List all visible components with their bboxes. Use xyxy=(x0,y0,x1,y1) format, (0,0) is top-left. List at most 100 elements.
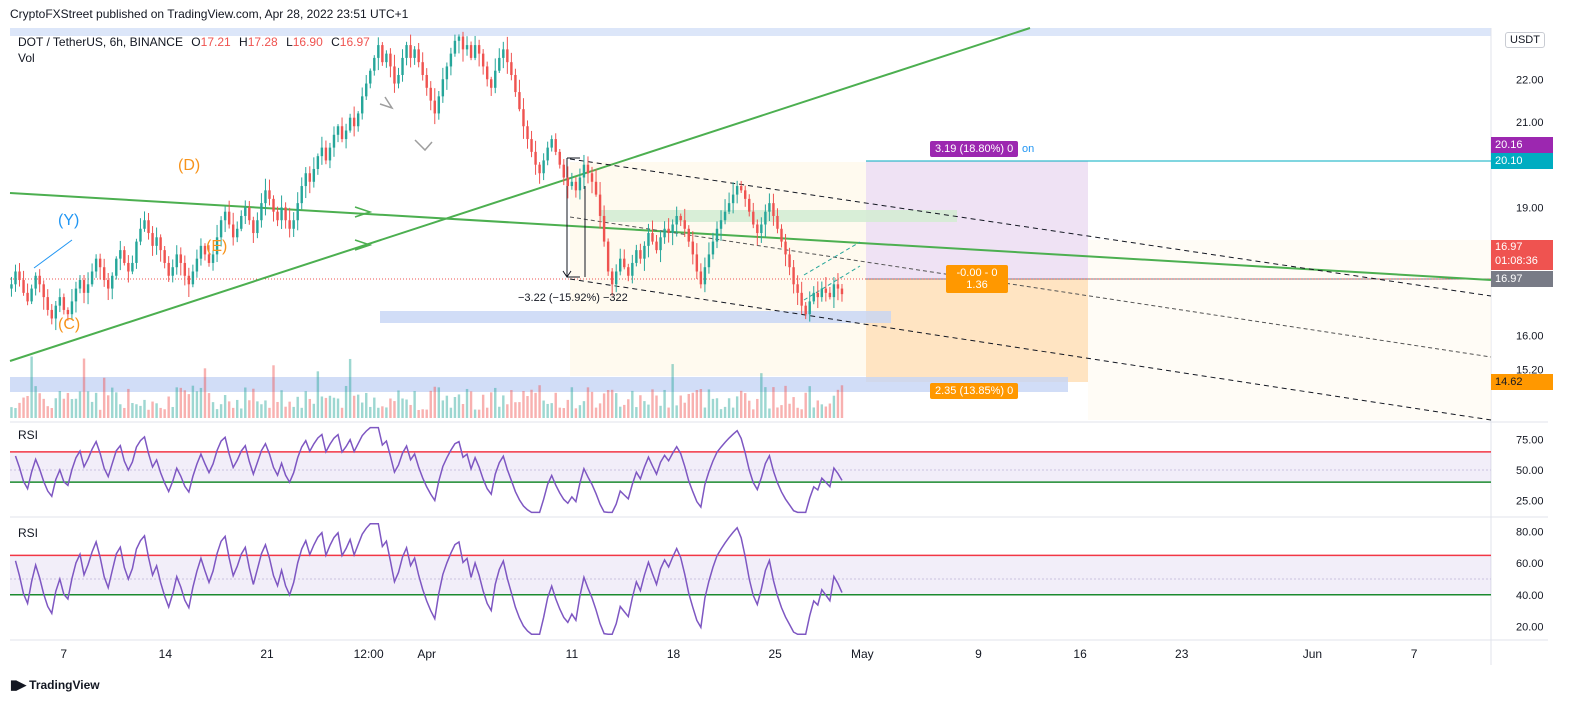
time-tick-label: Jun xyxy=(1303,647,1322,661)
volume-bar xyxy=(635,407,638,418)
volume-bar xyxy=(409,404,412,418)
candle-body xyxy=(26,292,29,302)
tradingview-logo[interactable]: ▮▶ TradingView xyxy=(10,677,100,693)
candle-body xyxy=(50,309,53,319)
candle-body xyxy=(441,79,445,97)
volume-bar xyxy=(824,406,828,418)
candle-body xyxy=(98,258,102,268)
candle-body xyxy=(336,126,340,135)
candle-body xyxy=(663,228,666,238)
candle-body xyxy=(90,271,94,285)
candle-body xyxy=(764,211,767,225)
volume-bar xyxy=(699,389,703,418)
time-tick-label: Apr xyxy=(417,647,436,661)
volume-bar xyxy=(123,407,126,418)
position-center-label[interactable]: -0.00 - 0 1.36 xyxy=(946,265,1008,293)
candle-body xyxy=(699,271,703,285)
volume-bar xyxy=(800,409,803,418)
volume-bar xyxy=(828,403,832,418)
rsi-tick-label: 80.00 xyxy=(1516,527,1544,539)
volume-bar xyxy=(550,403,553,418)
stop-label[interactable]: 2.35 (13.85%) 0 xyxy=(930,383,1019,399)
rsi-tick-label: 25.00 xyxy=(1516,495,1544,507)
candle-body xyxy=(711,241,715,255)
candle-body xyxy=(796,284,799,293)
candle-body xyxy=(191,271,195,285)
volume-bar xyxy=(683,402,686,418)
volume-bar xyxy=(199,387,203,418)
candle-body xyxy=(546,147,549,161)
candle-body xyxy=(94,258,98,272)
countdown: 01:08:36 xyxy=(1495,255,1538,267)
open-label: O xyxy=(191,35,201,49)
volume-bar xyxy=(744,393,747,418)
volume-bar xyxy=(34,386,37,418)
volume-bar xyxy=(643,401,646,418)
volume-bar xyxy=(296,396,299,418)
candle-body xyxy=(272,198,275,212)
volume-bar xyxy=(231,407,235,418)
rsi-tick-label: 40.00 xyxy=(1516,590,1544,602)
price-tag-target: 20.16 xyxy=(1491,137,1553,153)
volume-bar xyxy=(127,388,130,418)
volume-bar xyxy=(86,391,90,418)
candle-body xyxy=(550,139,553,148)
candle-body xyxy=(82,280,86,293)
volume-bar xyxy=(748,400,751,418)
volume-bar xyxy=(477,409,481,418)
candle-body xyxy=(506,49,509,63)
volume-bar xyxy=(586,387,590,418)
volume-bar xyxy=(558,407,561,418)
volume-bar xyxy=(90,401,94,418)
candle-body xyxy=(768,203,771,212)
currency-selector[interactable]: USDT xyxy=(1505,32,1545,48)
volume-bar xyxy=(280,390,283,418)
volume-bar xyxy=(731,407,735,418)
volume-bar xyxy=(425,409,428,418)
candles xyxy=(10,31,844,331)
volume-bar xyxy=(739,390,743,418)
target-label[interactable]: 3.19 (18.80%) 0 xyxy=(930,141,1019,157)
candle-body xyxy=(429,87,432,101)
candle-body xyxy=(538,164,541,174)
time-tick-label: 16 xyxy=(1073,647,1087,661)
time-tick-label: 7 xyxy=(60,647,67,661)
volume-bar xyxy=(393,401,396,418)
volume-bar xyxy=(284,406,287,418)
volume-bar xyxy=(570,387,574,418)
candle-body xyxy=(62,297,66,310)
candle-body xyxy=(723,211,727,221)
volume-bar xyxy=(610,389,614,418)
volume-bar xyxy=(651,389,654,418)
candle-body xyxy=(820,288,824,298)
volume-bar xyxy=(244,387,247,418)
volume-bar xyxy=(691,392,695,418)
volume-bar xyxy=(401,398,404,418)
volume-bar xyxy=(735,396,739,418)
candle-body xyxy=(223,211,227,221)
volume-bar xyxy=(421,409,424,418)
volume-bar xyxy=(272,365,275,418)
candle-body xyxy=(687,228,690,242)
candle-body xyxy=(292,220,295,229)
high-value: 17.28 xyxy=(247,35,278,49)
volume-bar xyxy=(796,407,799,418)
candle-body xyxy=(748,198,751,212)
volume-bar xyxy=(542,400,545,418)
rsi-2-label: RSI xyxy=(18,526,39,540)
volume-bar xyxy=(54,398,58,418)
channel-mid xyxy=(569,216,1492,358)
candle-body xyxy=(804,305,807,315)
volume-bar xyxy=(187,394,191,418)
candle-body xyxy=(401,57,404,75)
volume-bar xyxy=(183,390,187,418)
volume-bar xyxy=(340,407,344,418)
candle-body xyxy=(365,83,368,97)
candle-body xyxy=(159,237,162,251)
volume-bar xyxy=(332,397,336,418)
volume-bar xyxy=(352,395,356,418)
candle-body xyxy=(373,57,376,71)
volume-bar xyxy=(219,404,223,418)
volume-bar xyxy=(836,389,840,418)
